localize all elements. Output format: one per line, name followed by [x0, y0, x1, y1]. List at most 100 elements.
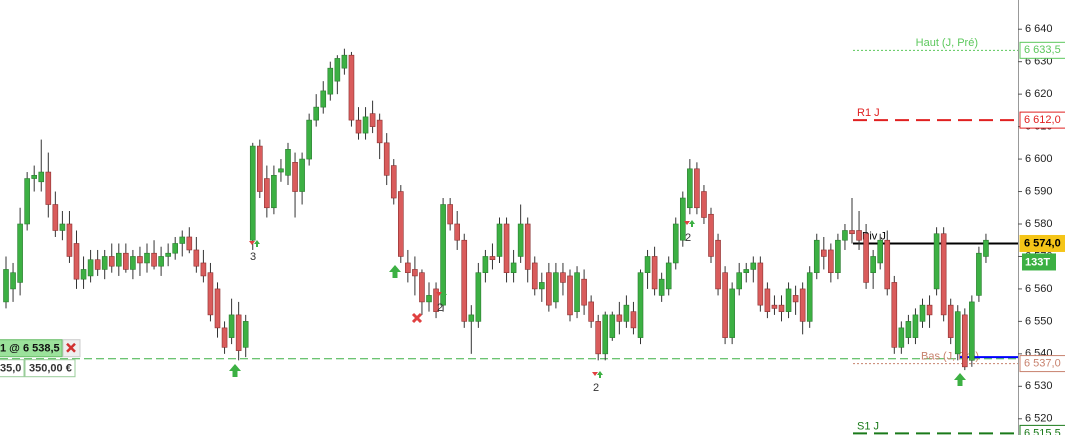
candle-body — [546, 272, 552, 306]
candle-body — [729, 288, 735, 338]
candle-body — [877, 239, 884, 264]
candle-body — [891, 282, 898, 348]
candle-body — [405, 262, 411, 273]
candle-body — [31, 174, 38, 179]
candle-body — [165, 252, 171, 257]
candle-body — [482, 256, 489, 273]
candle-body — [179, 236, 186, 244]
candle-body — [637, 272, 644, 338]
candle-body — [38, 171, 45, 183]
candle-body — [983, 239, 989, 257]
candle-body — [397, 191, 404, 257]
candle-body — [757, 262, 764, 306]
candle-body — [863, 233, 869, 283]
candle-body — [588, 301, 594, 322]
candle-body — [278, 168, 284, 173]
candle-body — [59, 223, 66, 231]
signal-arrow-up — [389, 265, 401, 278]
candle-body — [341, 54, 348, 69]
candle-body — [355, 119, 362, 134]
candle-body — [299, 158, 305, 192]
candle-body — [553, 272, 559, 303]
candle-body — [17, 223, 23, 283]
candle-body — [828, 249, 834, 273]
candle-body — [905, 321, 912, 338]
candle-body — [672, 223, 679, 264]
small-arrow-up — [254, 240, 260, 247]
candle-body — [835, 239, 841, 273]
candle-body — [701, 191, 707, 218]
small-arrow-down — [592, 369, 598, 376]
y-tick-label: 6 560 — [1025, 283, 1053, 295]
candle-body — [426, 295, 432, 303]
candle-body — [496, 223, 503, 257]
candle-body — [799, 288, 806, 322]
level-tag — [1019, 111, 1065, 129]
candle-body — [200, 262, 207, 277]
candle-body — [743, 269, 750, 273]
candle-body — [623, 304, 630, 322]
candle-body — [595, 321, 602, 355]
candle-body — [348, 54, 355, 121]
candle-body — [94, 259, 101, 270]
candle-body — [503, 223, 510, 273]
candle-body — [602, 314, 609, 355]
candle-body — [369, 113, 376, 127]
candle-body — [806, 272, 813, 322]
candle-body — [856, 230, 862, 241]
y-tick-label: 6 550 — [1025, 315, 1053, 327]
candle-body — [658, 278, 665, 296]
candle-body — [144, 252, 150, 264]
candle-body — [151, 252, 157, 267]
candle-body — [517, 223, 524, 257]
candle-body — [108, 256, 115, 267]
candle-body — [630, 311, 637, 329]
candle-body — [454, 223, 461, 241]
candles — [3, 48, 989, 371]
candle-body — [376, 119, 383, 144]
candle-body — [736, 272, 743, 290]
candle-body — [581, 278, 587, 306]
pnl-box — [24, 359, 76, 378]
candle-body — [172, 243, 178, 254]
signal-cross — [411, 312, 423, 324]
candle-body — [73, 243, 80, 280]
candle-body — [560, 272, 566, 283]
candle-body — [750, 262, 757, 270]
candle-body — [976, 252, 982, 296]
candle-body — [813, 239, 820, 273]
candle-body — [574, 272, 580, 312]
candle-body — [320, 90, 327, 108]
candle-body — [792, 295, 799, 303]
position-box — [0, 339, 63, 358]
candle-body — [271, 174, 277, 209]
candle-body — [898, 327, 905, 348]
candle-body — [461, 239, 468, 322]
signal-arrow-up — [229, 364, 241, 377]
candle-body — [130, 256, 136, 270]
candle-body — [193, 249, 200, 267]
candle-body — [849, 230, 855, 235]
volume-label: 133T — [1025, 256, 1050, 268]
candle-body — [87, 259, 94, 277]
position-label: 1 @ 6 538,5 — [0, 343, 60, 355]
candle-body — [926, 304, 933, 316]
candle-body — [80, 269, 87, 280]
level-name: S1 J — [857, 420, 879, 432]
candle-body — [715, 239, 721, 290]
annotation: 2 — [593, 382, 599, 394]
close-icon[interactable] — [66, 342, 76, 353]
candle-body — [334, 58, 341, 82]
candle-body — [842, 230, 848, 241]
candle-body — [708, 213, 714, 257]
candle-body — [538, 282, 545, 290]
candle-body — [447, 204, 453, 225]
candle-body — [207, 272, 214, 316]
candle-body — [531, 262, 538, 290]
level-tag — [1019, 234, 1065, 252]
small-arrow-down — [436, 289, 442, 296]
candle-body — [313, 106, 320, 121]
candle-body — [771, 304, 778, 309]
candle-body — [10, 272, 16, 290]
